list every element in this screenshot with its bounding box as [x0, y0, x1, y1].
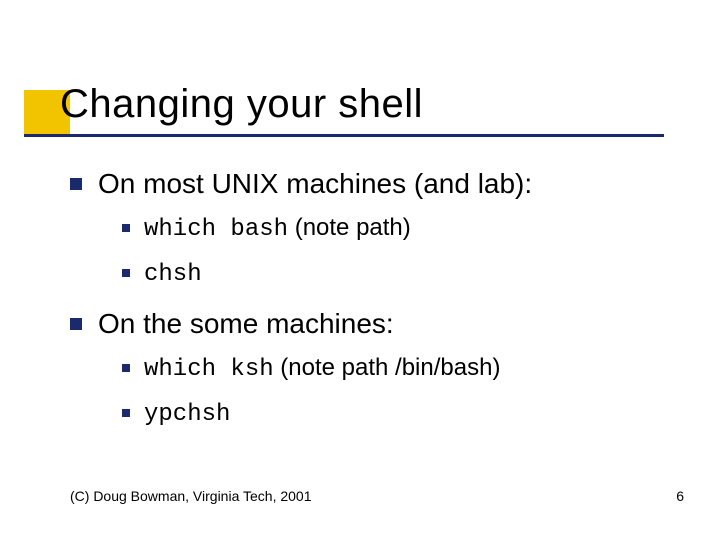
suffix-text: (note path) [288, 214, 411, 241]
footer-page-number: 6 [676, 488, 684, 504]
slide: Changing your shell On most UNIX machine… [0, 0, 720, 540]
title-underline [24, 134, 664, 137]
bullet-level1: On most UNIX machines (and lab): [70, 168, 670, 200]
square-bullet-icon [122, 409, 130, 417]
content-area: On most UNIX machines (and lab): which b… [70, 168, 670, 448]
bullet-text: which ksh (note path /bin/bash) [144, 354, 500, 383]
bullet-level2: ypchsh [122, 399, 670, 428]
sub-bullet-group: which ksh (note path /bin/bash) ypchsh [122, 354, 670, 428]
code-text: which ksh [144, 356, 274, 383]
suffix-text: (note path /bin/bash) [274, 354, 501, 381]
square-bullet-icon [122, 224, 130, 232]
footer-copyright: (C) Doug Bowman, Virginia Tech, 2001 [70, 488, 312, 504]
bullet-level1: On the some machines: [70, 308, 670, 340]
slide-title: Changing your shell [60, 82, 423, 127]
square-bullet-icon [122, 364, 130, 372]
bullet-text: which bash (note path) [144, 214, 411, 243]
code-text: chsh [144, 261, 202, 288]
square-bullet-icon [70, 178, 82, 190]
bullet-text: On the some machines: [98, 308, 394, 340]
code-text: ypchsh [144, 401, 230, 428]
square-bullet-icon [70, 318, 82, 330]
bullet-text: chsh [144, 259, 202, 288]
bullet-level2: chsh [122, 259, 670, 288]
bullet-level2: which bash (note path) [122, 214, 670, 243]
bullet-text: ypchsh [144, 399, 230, 428]
code-text: which bash [144, 216, 288, 243]
square-bullet-icon [122, 269, 130, 277]
sub-bullet-group: which bash (note path) chsh [122, 214, 670, 288]
bullet-text: On most UNIX machines (and lab): [98, 168, 532, 200]
bullet-level2: which ksh (note path /bin/bash) [122, 354, 670, 383]
